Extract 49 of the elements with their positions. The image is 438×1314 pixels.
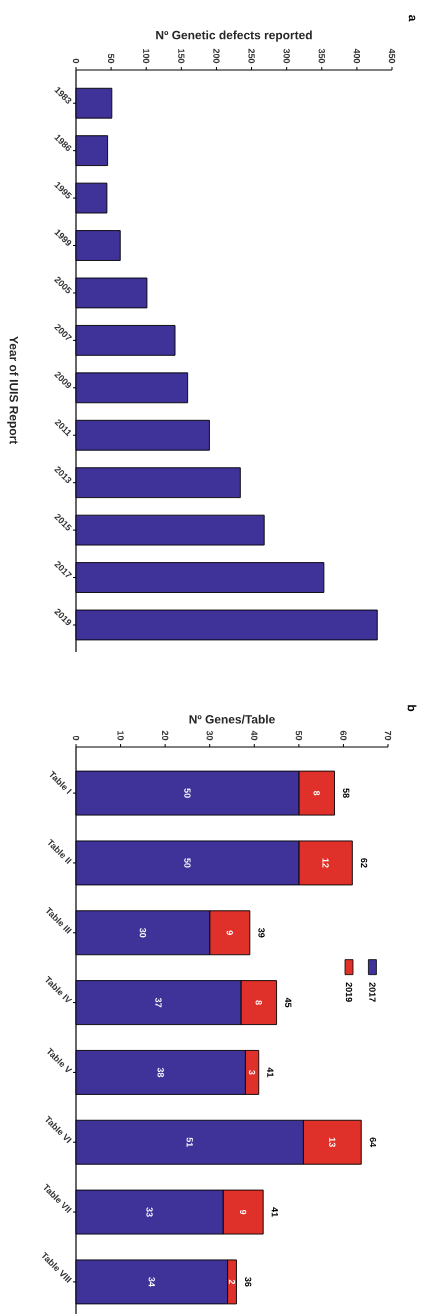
data-label: 13: [329, 1137, 336, 1147]
x-tick-label: 10: [117, 731, 124, 741]
total-label: 36: [244, 1277, 252, 1287]
data-label: 9: [239, 1209, 247, 1215]
data-label: 12: [322, 858, 329, 868]
data-label: 37: [155, 997, 162, 1008]
x-tick-label: 150: [178, 49, 185, 64]
x-tick-label: 0: [72, 58, 80, 64]
x-tick-label: 20: [161, 730, 169, 741]
data-label: 50: [184, 788, 191, 798]
x-tick-label: 30: [206, 730, 213, 741]
x-tick-label: 40: [251, 730, 258, 741]
data-label: 3: [248, 1070, 256, 1075]
data-label: 50: [184, 858, 191, 868]
y-axis-title: Year of IUIS Report: [7, 336, 19, 445]
data-label: 33: [146, 1207, 153, 1217]
x-tick-label: 60: [340, 730, 347, 741]
data-label: 9: [226, 930, 233, 935]
x-tick-label: 200: [213, 48, 220, 64]
legend-label: 2019: [345, 982, 353, 1002]
data-label: 8: [313, 790, 320, 796]
total-label: 41: [271, 1207, 278, 1217]
x-tick-label: 70: [384, 730, 392, 741]
text: b: [407, 705, 417, 712]
data-label: 8: [255, 1000, 262, 1005]
data-label: 51: [186, 1137, 193, 1147]
x-tick-label: 50: [107, 53, 115, 64]
data-label: 2: [228, 1279, 236, 1285]
x-tick-label: 50: [295, 730, 303, 741]
total-label: 41: [267, 1067, 274, 1078]
x-tick-label: 300: [283, 48, 290, 64]
x-tick-label: 450: [388, 48, 396, 64]
x-tick-label: 400: [353, 48, 361, 64]
data-label: 30: [139, 927, 147, 938]
x-tick-label: 100: [143, 49, 150, 64]
total-label: 45: [285, 997, 292, 1008]
x-tick-label: 250: [248, 48, 255, 64]
data-label: 34: [148, 1277, 155, 1287]
x-axis-title: Nº Genetic defects reported: [156, 30, 312, 42]
total-label: 62: [360, 858, 368, 868]
x-axis-title: Nº Genes/Table: [189, 714, 275, 724]
x-tick-label: 0: [72, 735, 80, 741]
total-label: 39: [258, 927, 265, 938]
text: a: [408, 15, 416, 22]
data-label: 38: [157, 1067, 164, 1078]
legend-label: 2017: [369, 982, 376, 1002]
total-label: 58: [343, 788, 350, 798]
x-tick-label: 350: [318, 48, 325, 64]
total-label: 64: [369, 1137, 377, 1148]
